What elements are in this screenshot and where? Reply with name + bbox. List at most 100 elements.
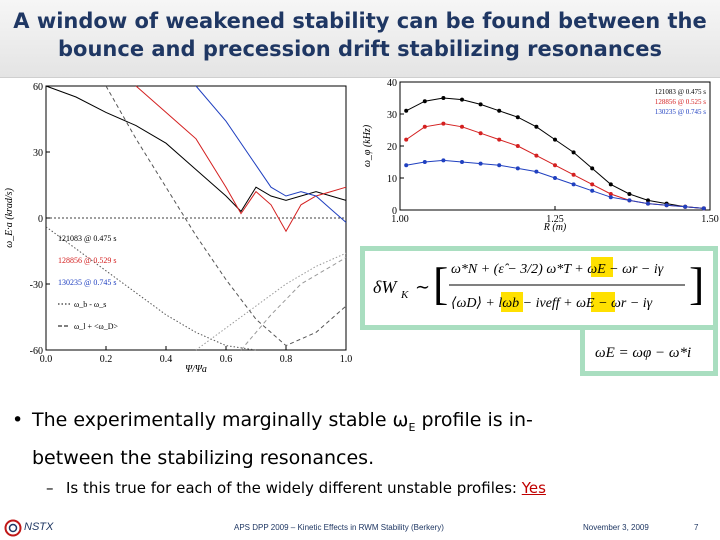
rotation-profile-chart: 40 30 20 10 0 1.00 1.25 1.50 R (m) ω_φ (kHz) 1210… [356, 74, 720, 240]
y-tick-label: 40 [387, 78, 397, 89]
x-tick-label: 0.2 [100, 354, 113, 365]
equation-lhs-sub: K [400, 289, 409, 301]
data-point [590, 188, 595, 193]
bullet-line-1-sub: E [408, 420, 416, 434]
footer: NSTX APS DPP 2009 – Kinetic Effects in R… [0, 516, 720, 540]
series-line [406, 159, 704, 209]
data-point [608, 192, 613, 196]
x-tick-label: 0.6 [220, 354, 233, 365]
bullet-line-1-text: The experimentally marginally stable ω [32, 409, 409, 431]
data-point [515, 166, 520, 171]
bullet-dot-icon: • [12, 409, 24, 431]
data-point [608, 195, 613, 200]
x-tick-label: 1.25 [546, 214, 564, 225]
series-line [240, 257, 347, 351]
legend-entry: 128856 @ 0.525 s [655, 98, 706, 106]
series-line [45, 226, 257, 351]
data-point [646, 198, 650, 203]
bullet-line-2: between the stabilizing resonances. [32, 446, 375, 469]
y-tick-label: 0 [38, 214, 43, 225]
x-tick-label: 1.50 [701, 214, 719, 225]
y-tick-label: 30 [33, 148, 43, 159]
data-point [534, 153, 539, 158]
x-axis-label: R (m) [543, 222, 567, 233]
legend-line-label: ω_l + <ω_D> [74, 322, 119, 331]
equation-numerator: ω*N + (ε̂ − 3/2) ω*T + ωE − ωr − iγ [451, 262, 664, 277]
data-point [478, 161, 483, 166]
legend-line-label: ω_b - ω_s [74, 300, 106, 309]
data-point [701, 206, 706, 211]
equation-denominator: ⟨ωD⟩ + lωb − iνeff + ωE − ωr − iγ [451, 296, 653, 311]
data-point [608, 182, 613, 187]
data-point [441, 121, 446, 126]
y-tick-label: 60 [33, 82, 43, 93]
data-point [515, 144, 520, 148]
y-tick-label: 10 [387, 174, 397, 185]
data-point [441, 158, 446, 163]
legend-entry: 121083 @ 0.475 s [655, 88, 706, 96]
data-point [478, 102, 483, 107]
data-point [404, 137, 409, 142]
data-point [422, 124, 427, 129]
bullet-line-1-end: profile is in- [415, 409, 533, 431]
y-axis-label: ω_E·a (krad/s) [4, 187, 15, 247]
data-point [422, 99, 427, 104]
title-band: A window of weakened stability can be fo… [0, 0, 720, 78]
y-tick-label: 0 [392, 206, 397, 217]
x-axis-label: Ψ/Ψa [185, 364, 207, 375]
data-point [460, 124, 464, 129]
footer-date: November 3, 2009 [583, 523, 649, 532]
y-axis-label: ω_φ (kHz) [362, 124, 373, 167]
x-tick-label: 0.4 [160, 354, 173, 365]
data-point [627, 198, 632, 203]
data-point [664, 203, 669, 208]
data-point [422, 160, 427, 164]
legend-entry: 121083 @ 0.475 s [58, 234, 116, 243]
data-point [441, 96, 446, 100]
series-line [45, 85, 347, 213]
omega-e-definition: ωE = ωφ − ω*i [595, 345, 691, 361]
data-point [646, 201, 650, 206]
series-line [135, 85, 347, 233]
omega-e-highlight-top [591, 257, 613, 277]
data-point [404, 108, 409, 113]
series-line [195, 85, 347, 223]
sub-bullet-text: Is this true for each of the widely diff… [66, 479, 522, 497]
data-point [534, 169, 539, 174]
x-tick-label: 0.8 [280, 354, 293, 365]
y-tick-label: -60 [30, 346, 43, 357]
x-tick-label: 1.0 [340, 354, 353, 365]
data-point [553, 137, 557, 142]
x-tick-label: 1.00 [391, 214, 409, 225]
nstx-logo-icon [4, 519, 22, 537]
series-line [195, 252, 347, 351]
data-point [497, 137, 502, 142]
slide-title-line-2: bounce and precession drift stabilizing … [58, 37, 662, 61]
data-point [515, 115, 520, 120]
bullet-line-1: The experimentally marginally stable ωE … [32, 405, 692, 443]
data-point [571, 182, 576, 187]
data-point [460, 97, 464, 102]
data-point [627, 192, 632, 196]
omega-b-highlight [501, 292, 523, 312]
sub-bullet: – Is this true for each of the widely di… [46, 477, 718, 499]
data-point [683, 204, 688, 209]
y-tick-label: 20 [387, 142, 397, 153]
y-tick-label: 30 [387, 110, 397, 121]
data-point [571, 172, 576, 177]
slide-title-line-1: A window of weakened stability can be fo… [13, 9, 707, 33]
omega-e-highlight-bottom [591, 292, 615, 312]
equation-lhs: δW [373, 277, 398, 297]
legend-entry: 128856 @ 0.529 s [58, 256, 116, 265]
omega-e-definition-box: ωE = ωφ − ω*i [580, 330, 718, 376]
footer-logo-text: NSTX [24, 521, 54, 533]
omega-e-profile-chart: 60 30 0 -30 -60 0.0 0.2 0.4 0.6 0.8 1.0 Ψ/Ψa ω_E·a (… [0, 78, 358, 388]
main-bullet: • The experimentally marginally stable ω… [12, 405, 692, 473]
kinetic-energy-equation-box: δW K ∼ [ ] ω*N + (ε̂ − 3/2) ω*T + ωE − ω… [360, 246, 718, 330]
right-bracket: ] [689, 258, 704, 309]
left-bracket: [ [433, 258, 448, 309]
data-point [497, 108, 502, 113]
data-point [571, 150, 576, 155]
legend-entry: 130235 @ 0.745 s [655, 108, 706, 116]
